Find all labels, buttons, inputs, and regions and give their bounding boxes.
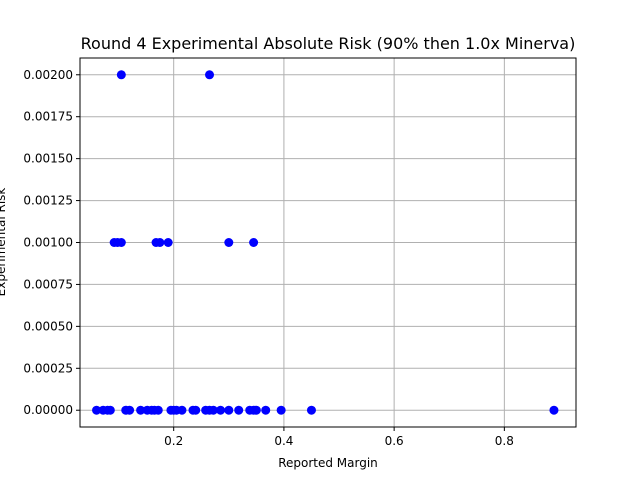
data-point <box>224 405 234 415</box>
data-point <box>116 70 126 80</box>
y-tick-label: 0.00150 <box>23 152 73 166</box>
data-point <box>155 238 165 247</box>
data-point <box>153 405 163 415</box>
y-tick-label: 0.00075 <box>23 277 73 291</box>
data-point <box>549 405 559 415</box>
y-tick-label: 0.00025 <box>23 361 73 375</box>
y-tick-label: 0.00100 <box>23 236 73 250</box>
y-axis-label: Experimental Risk <box>0 188 8 297</box>
data-point <box>249 238 259 247</box>
chart-title: Round 4 Experimental Absolute Risk (90% … <box>81 34 576 53</box>
data-point <box>177 405 187 415</box>
y-tick-label: 0.00200 <box>23 68 73 82</box>
data-point <box>136 405 146 415</box>
data-point <box>205 70 215 80</box>
data-point <box>125 405 135 415</box>
data-point <box>163 238 173 247</box>
data-point <box>92 405 102 415</box>
y-tick-label: 0.00050 <box>23 319 73 333</box>
data-point <box>306 405 316 415</box>
data-point <box>105 405 115 415</box>
data-point <box>224 238 234 247</box>
data-point <box>234 405 244 415</box>
x-tick-label: 0.4 <box>274 434 293 448</box>
x-tick-label: 0.8 <box>495 434 514 448</box>
x-tick-label: 0.2 <box>164 434 183 448</box>
y-axis-ticks: 0.00000 0.00025 0.00050 0.00075 0.00100 0.001… <box>23 68 80 417</box>
y-tick-label: 0.00175 <box>23 110 73 124</box>
data-point <box>116 238 126 247</box>
x-axis-ticks: 0.2 0.4 0.6 0.8 <box>164 427 514 448</box>
data-point <box>261 405 271 415</box>
x-axis-label: Reported Margin <box>278 456 378 470</box>
data-point <box>216 405 226 415</box>
data-points <box>92 70 559 415</box>
y-tick-label: 0.00000 <box>23 403 73 417</box>
data-point <box>276 405 286 415</box>
x-tick-label: 0.6 <box>385 434 404 448</box>
data-point <box>208 405 218 415</box>
data-point <box>251 405 261 415</box>
y-tick-label: 0.00125 <box>23 194 73 208</box>
data-point <box>191 405 201 415</box>
